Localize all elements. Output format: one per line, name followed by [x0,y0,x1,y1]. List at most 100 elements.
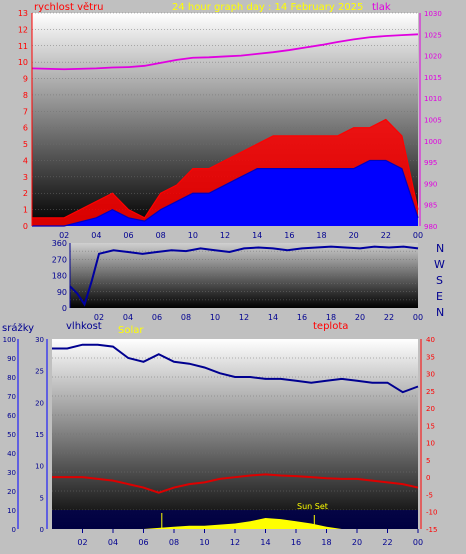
direction-line [69,245,419,307]
x-tick-label: 12 [220,231,230,240]
pressure-tick-label: 985 [424,202,437,210]
humidity-tick-label: 25 [35,368,44,376]
x-tick-label: 06 [152,313,162,322]
humidity-series [52,343,419,529]
wind-series [31,33,419,227]
compass-n-bottom: N [436,306,444,319]
compass-s: S [436,274,443,287]
humidity-line [52,343,419,394]
x-tick-label: 08 [169,538,179,547]
wind-tick-label: 1 [23,206,28,215]
temperature-tick-label: -15 [426,526,437,534]
temperature-axis-title: teplota [313,321,348,332]
wind-tick-label: 12 [18,25,28,34]
x-tick-label: 22 [381,231,391,240]
x-tick-label: 12 [239,313,249,322]
x-tick-label: 22 [382,538,392,547]
wind-tick-label: 2 [23,189,28,198]
x-tick-label: 16 [297,313,307,322]
humidity-axis-title: vlhkost [66,321,102,332]
temperature-tick-label: 25 [426,388,435,396]
direction-tick-label: 0 [62,304,67,313]
humidity-tick-label: 10 [35,463,44,471]
compass-n-top: N [436,242,444,255]
x-tick-label: 16 [284,231,294,240]
gust-line [32,118,419,219]
direction-tick-label: 270 [52,255,67,264]
x-tick-label: 02 [77,538,87,547]
x-tick-label: 10 [199,538,209,547]
rain-tick-label: 0 [12,526,16,534]
temperature-tick-label: 30 [426,371,435,379]
x-tick-label: 10 [188,231,198,240]
sunset-label: Sun Set [297,502,328,511]
direction-tick-label: 360 [52,239,67,248]
humidity-tick-label: 5 [40,494,44,502]
x-tick-label: 18 [326,313,336,322]
pressure-tick-label: 1025 [424,31,442,39]
humidity-tick-label: 0 [40,526,44,534]
rain-tick-label: 50 [7,431,16,439]
x-tick-label: 20 [355,313,365,322]
x-tick-label: 12 [230,538,240,547]
wind-tick-label: 4 [23,156,28,165]
pressure-axis-title: tlak [372,2,391,13]
pressure-tick-label: 980 [424,223,437,231]
direction-tick-label: 90 [57,288,67,297]
wind-axis-title: rychlost větru [34,1,104,13]
wind-tick-label: 0 [23,222,28,231]
wind-avg-area [32,160,418,226]
pressure-line [31,33,419,71]
temperature-tick-label: 5 [426,457,430,465]
wind-tick-label: 13 [18,9,28,18]
rain-tick-label: 100 [3,336,16,344]
rain-tick-label: 40 [7,450,16,458]
pressure-tick-label: 1010 [424,95,442,103]
x-tick-label: 20 [352,538,362,547]
compass-w: W [434,258,445,271]
rain-tick-label: 60 [7,412,16,420]
pressure-tick-label: 1015 [424,74,442,82]
pressure-tick-label: 1030 [424,10,442,18]
solar-area [52,518,418,529]
x-tick-label: 18 [321,538,331,547]
temperature-tick-label: 35 [426,353,435,361]
x-tick-label: 06 [138,538,148,547]
temperature-line [52,473,419,494]
pressure-tick-label: 990 [424,180,437,188]
humidity-tick-label: 20 [35,399,44,407]
x-tick-label: 08 [156,231,166,240]
chart-title: 24 hour graph day : 14 February 2025 [172,2,363,13]
rain-tick-label: 80 [7,374,16,382]
x-tick-label: 00 [413,538,423,547]
night-band [52,510,418,529]
x-tick-label: 02 [59,231,69,240]
x-tick-label: 00 [413,313,423,322]
rain-tick-label: 70 [7,393,16,401]
pressure-tick-label: 995 [424,159,437,167]
direction-tick-label: 180 [52,272,67,281]
wind-tick-label: 9 [23,75,28,84]
x-tick-label: 04 [123,313,133,322]
pressure-tick-label: 1020 [424,53,442,61]
wind-tick-label: 7 [23,107,28,116]
temperature-tick-label: 10 [426,440,435,448]
rain-tick-label: 10 [7,507,16,515]
x-tick-label: 18 [316,231,326,240]
temperature-tick-label: -5 [426,491,433,499]
wind-tick-label: 3 [23,173,28,182]
x-tick-label: 14 [252,231,262,240]
compass-e: E [436,290,443,303]
rain-tick-label: 20 [7,488,16,496]
temperature-tick-label: -10 [426,509,437,517]
temperature-tick-label: 40 [426,336,435,344]
wind-avg-line [32,159,419,227]
x-tick-label: 06 [123,231,133,240]
rain-axis-title: srážky [2,322,34,334]
wind-tick-label: 10 [18,58,28,67]
x-tick-label: 02 [94,313,104,322]
temperature-tick-label: 0 [426,474,430,482]
x-tick-label: 00 [413,231,423,240]
x-tick-label: 04 [108,538,118,547]
